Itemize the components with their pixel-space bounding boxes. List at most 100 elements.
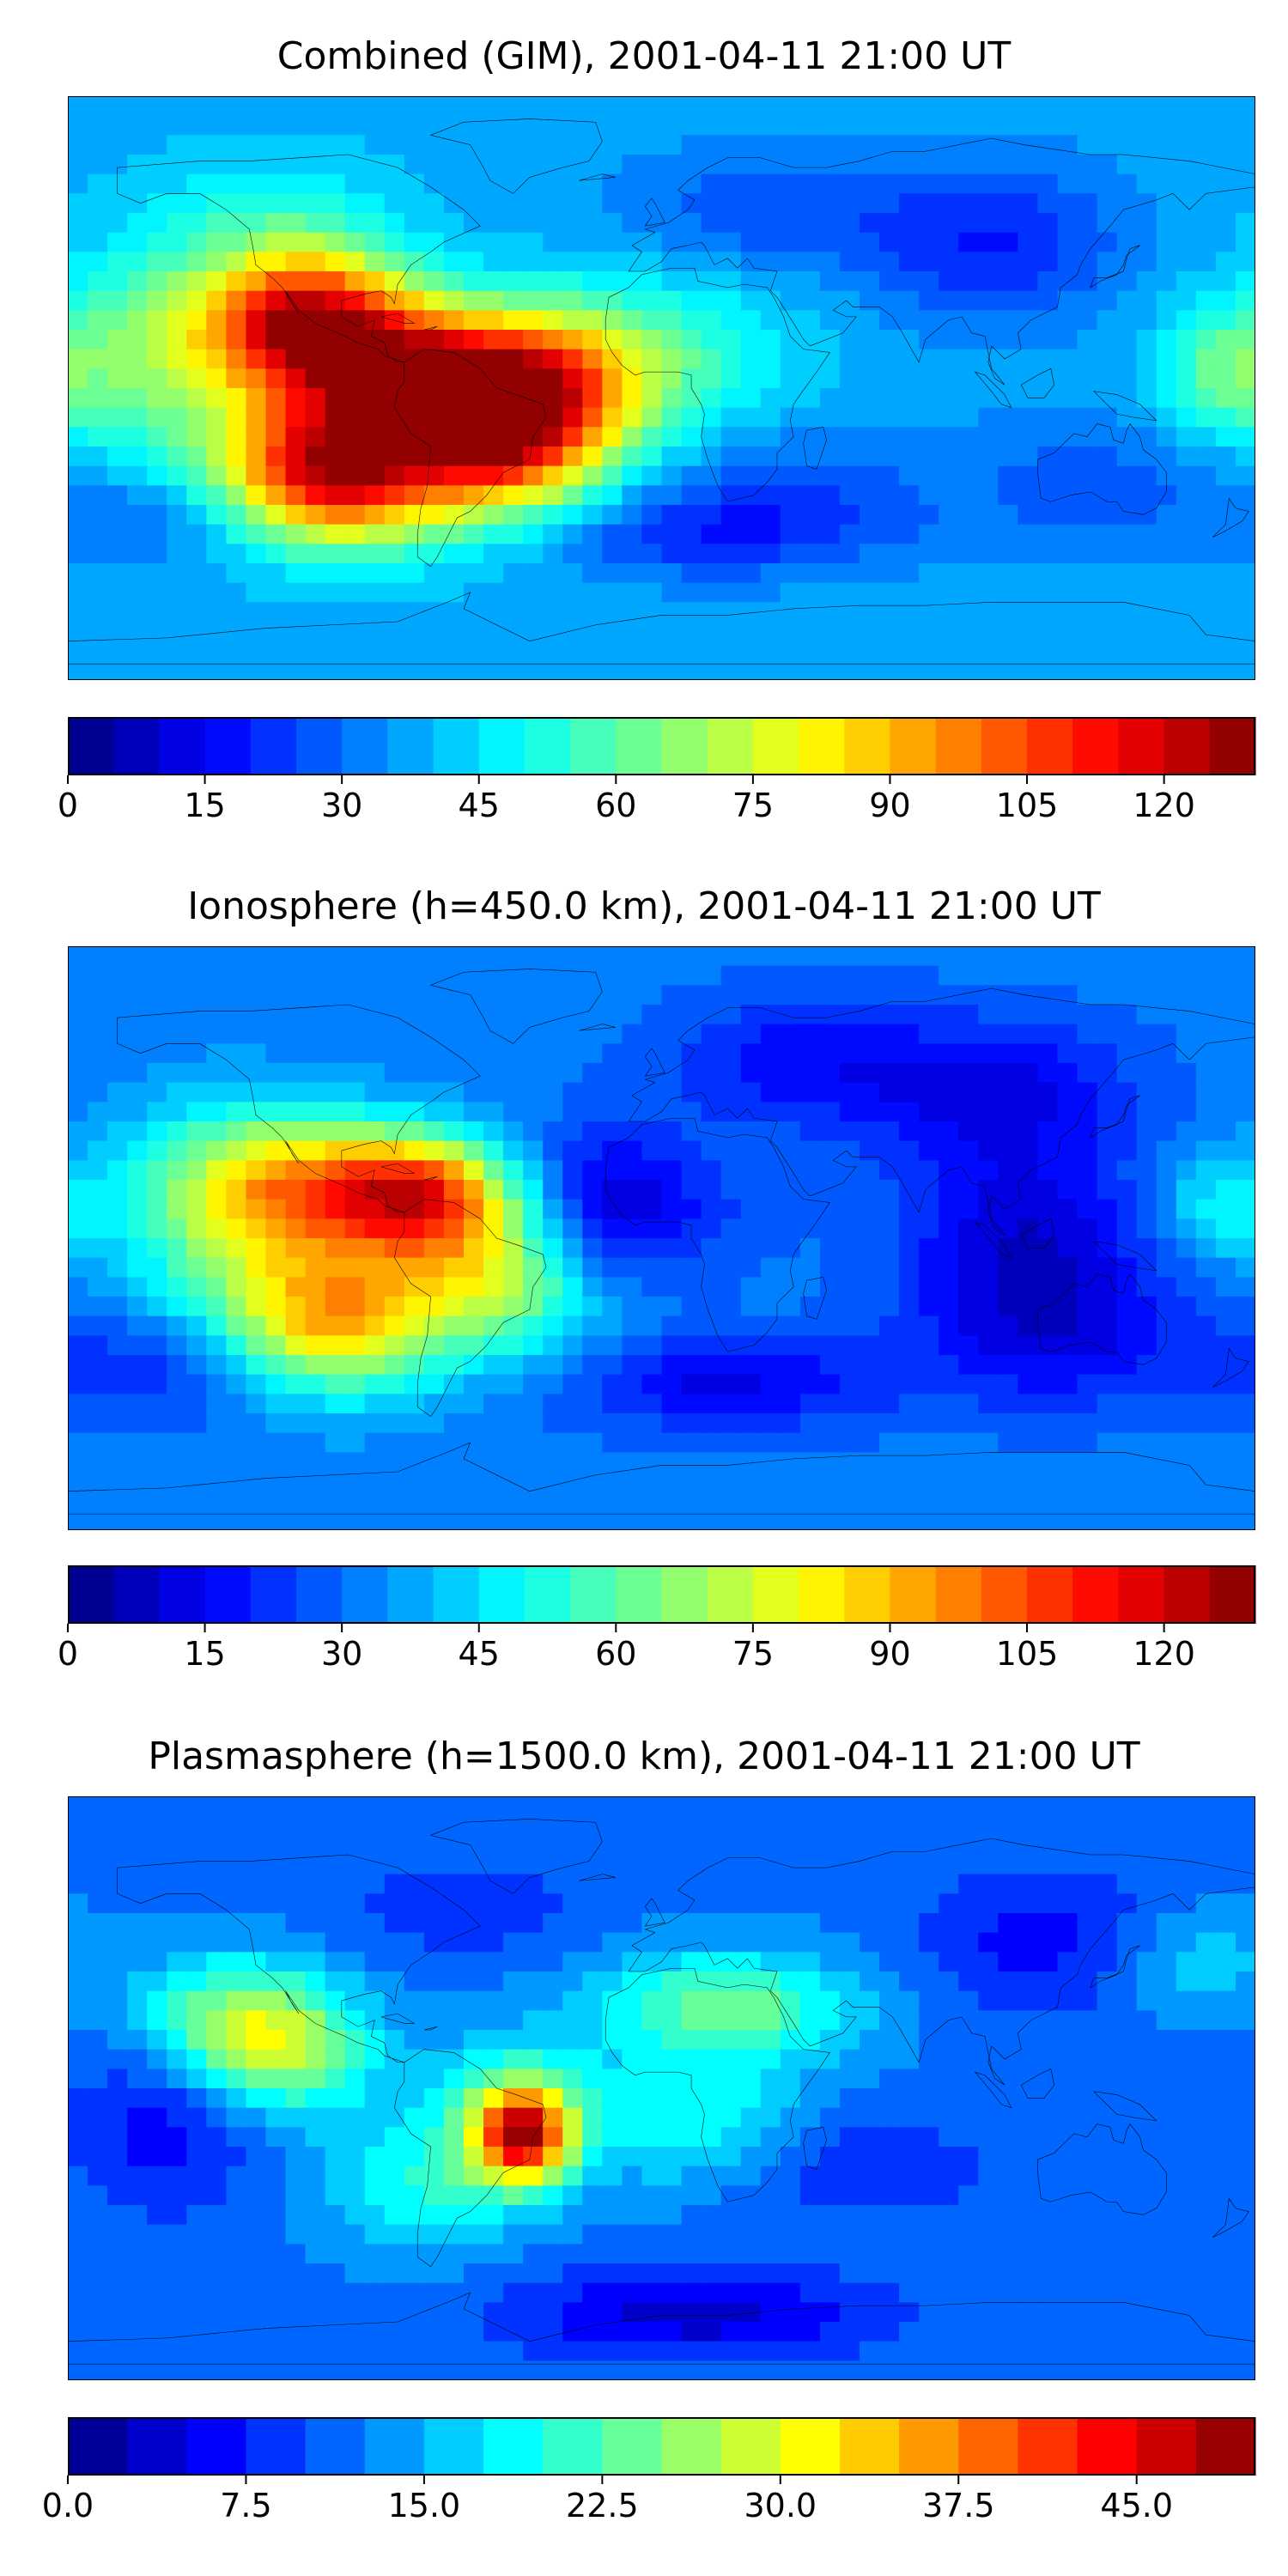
field-cell xyxy=(701,563,722,584)
coastline xyxy=(1037,1274,1166,1365)
field-cell xyxy=(582,1277,604,1297)
field-cell xyxy=(127,965,148,987)
field-cell xyxy=(939,388,960,409)
field-cell xyxy=(423,1082,445,1103)
field-cell xyxy=(1156,965,1177,987)
field-cell xyxy=(384,946,405,967)
field-cell xyxy=(127,485,148,506)
field-cell xyxy=(1077,1180,1098,1200)
field-cell xyxy=(602,544,623,564)
field-cell xyxy=(1136,310,1157,331)
field-cell xyxy=(305,2030,326,2050)
field-cell xyxy=(622,1297,643,1317)
field-cell xyxy=(819,1199,841,1220)
field-cell xyxy=(978,1315,999,1337)
field-cell xyxy=(780,232,801,253)
field-cell xyxy=(167,115,188,137)
field-cell xyxy=(641,115,663,137)
field-cell xyxy=(1235,1121,1255,1142)
field-cell xyxy=(305,1140,326,1162)
field-cell xyxy=(1195,965,1217,987)
field-cell xyxy=(1037,349,1059,370)
field-cell xyxy=(483,985,504,1005)
field-cell xyxy=(364,965,386,987)
field-cell xyxy=(226,310,247,331)
field-cell xyxy=(958,1491,980,1512)
field-cell xyxy=(998,213,1019,234)
field-cell xyxy=(107,368,128,389)
field-cell xyxy=(939,1199,960,1220)
field-cell xyxy=(503,310,524,331)
field-cell xyxy=(503,2069,524,2089)
field-cell xyxy=(641,524,663,545)
field-cell xyxy=(939,232,960,253)
field-cell xyxy=(1176,582,1197,604)
field-cell xyxy=(127,232,148,253)
field-cell xyxy=(265,485,287,506)
field-cell xyxy=(147,641,168,662)
field-cell xyxy=(799,2244,821,2264)
field-cell xyxy=(1215,563,1236,584)
field-cell xyxy=(127,2166,148,2187)
field-cell xyxy=(780,1140,801,1162)
field-cell xyxy=(325,1005,346,1025)
field-cell xyxy=(582,1140,604,1162)
field-cell xyxy=(780,1893,801,1914)
field-cell xyxy=(780,2088,801,2109)
field-cell xyxy=(860,1835,880,1856)
field-cell xyxy=(265,1277,287,1297)
field-cell xyxy=(661,1180,683,1200)
field-cell xyxy=(543,1121,564,1142)
field-cell xyxy=(681,1063,702,1084)
field-cell xyxy=(265,582,287,604)
field-cell xyxy=(404,1835,425,1856)
field-cell xyxy=(325,1121,346,1142)
field-cell xyxy=(88,155,108,175)
field-cell xyxy=(88,1413,108,1434)
field-cell xyxy=(404,1990,425,2012)
field-cell xyxy=(186,2147,208,2167)
field-cell xyxy=(860,290,880,312)
field-cell xyxy=(325,1835,346,1856)
field-cell xyxy=(819,2282,841,2304)
field-cell xyxy=(978,1432,999,1454)
field-cell xyxy=(1215,544,1236,564)
field-cell xyxy=(285,563,307,584)
field-cell xyxy=(1136,485,1157,506)
field-cell xyxy=(1077,1413,1098,1434)
field-cell xyxy=(186,544,208,564)
field-cell xyxy=(344,1102,366,1122)
field-cell xyxy=(464,2205,484,2226)
field-cell xyxy=(1156,407,1177,428)
field-cell xyxy=(1215,1491,1236,1512)
field-cell xyxy=(423,1835,445,1856)
field-cell xyxy=(325,465,346,487)
field-cell xyxy=(246,2069,267,2089)
field-cell xyxy=(839,1815,860,1837)
field-cell xyxy=(760,193,781,214)
field-cell xyxy=(464,2341,484,2362)
field-cell xyxy=(760,946,781,967)
field-cell xyxy=(265,1355,287,1376)
field-cell xyxy=(404,2322,425,2342)
field-cell xyxy=(127,1238,148,1259)
field-cell xyxy=(167,1199,188,1220)
field-cell xyxy=(1116,505,1138,526)
field-cell xyxy=(1136,1140,1157,1162)
field-cell xyxy=(582,1082,604,1103)
field-cell xyxy=(681,485,702,506)
field-cell xyxy=(364,213,386,234)
field-cell xyxy=(285,407,307,428)
field-cell xyxy=(88,465,108,487)
field-cell xyxy=(582,349,604,370)
field-cell xyxy=(68,1990,88,2012)
field-cell xyxy=(839,1932,860,1953)
field-cell xyxy=(939,1043,960,1064)
field-cell xyxy=(443,1257,465,1279)
field-cell xyxy=(206,2302,228,2323)
field-cell xyxy=(206,2263,228,2284)
field-cell xyxy=(839,1063,860,1084)
field-cell xyxy=(305,349,326,370)
field-cell xyxy=(602,135,623,155)
field-cell xyxy=(88,1990,108,2012)
